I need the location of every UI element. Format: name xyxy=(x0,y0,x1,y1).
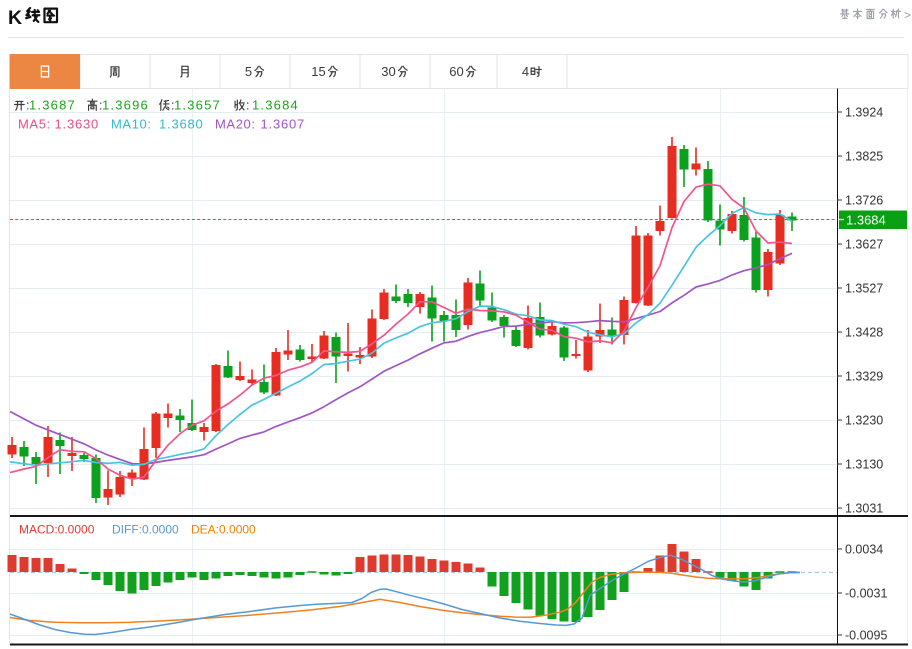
svg-text:1.3825: 1.3825 xyxy=(845,149,883,163)
svg-text:K: K xyxy=(8,7,22,29)
svg-text:30: 30 xyxy=(381,64,395,79)
svg-text:1.3924: 1.3924 xyxy=(845,105,883,119)
svg-text:-0.0095: -0.0095 xyxy=(845,628,887,642)
svg-text:DIFF:0.0000: DIFF:0.0000 xyxy=(112,523,179,537)
svg-text:1.3630: 1.3630 xyxy=(55,117,100,132)
svg-text:1.3130: 1.3130 xyxy=(845,457,883,471)
svg-text:>: > xyxy=(904,8,911,22)
svg-text:-0.0031: -0.0031 xyxy=(845,586,887,600)
svg-text:1.3627: 1.3627 xyxy=(845,237,883,251)
svg-text:1.3687: 1.3687 xyxy=(29,97,76,112)
svg-text:1.3329: 1.3329 xyxy=(845,369,883,383)
svg-text:1.3607: 1.3607 xyxy=(261,117,306,132)
svg-text:60: 60 xyxy=(449,64,463,79)
svg-text::: : xyxy=(99,98,102,112)
svg-text:4: 4 xyxy=(522,64,529,79)
svg-text:1.3230: 1.3230 xyxy=(845,413,883,427)
svg-text:1.3428: 1.3428 xyxy=(845,325,883,339)
svg-text:1.3696: 1.3696 xyxy=(102,97,149,112)
svg-text:MACD:0.0000: MACD:0.0000 xyxy=(19,523,95,537)
svg-text:MA5:: MA5: xyxy=(18,117,51,132)
svg-text:DEA:0.0000: DEA:0.0000 xyxy=(191,523,256,537)
svg-text:1.3527: 1.3527 xyxy=(845,281,883,295)
svg-text::: : xyxy=(26,98,29,112)
svg-text:0.0034: 0.0034 xyxy=(845,542,883,556)
svg-text:MA20:: MA20: xyxy=(215,117,256,132)
svg-text:5: 5 xyxy=(245,64,252,79)
svg-text::: : xyxy=(246,98,249,112)
svg-text:1.3726: 1.3726 xyxy=(845,193,883,207)
svg-text:1.3031: 1.3031 xyxy=(845,501,883,515)
svg-text:1.3680: 1.3680 xyxy=(159,117,204,132)
svg-text:1.3684: 1.3684 xyxy=(846,212,886,227)
svg-text:15: 15 xyxy=(311,64,325,79)
svg-text::: : xyxy=(171,98,174,112)
svg-text:MA10:: MA10: xyxy=(111,117,152,132)
svg-text:1.3684: 1.3684 xyxy=(252,97,299,112)
svg-text:1.3657: 1.3657 xyxy=(174,97,221,112)
